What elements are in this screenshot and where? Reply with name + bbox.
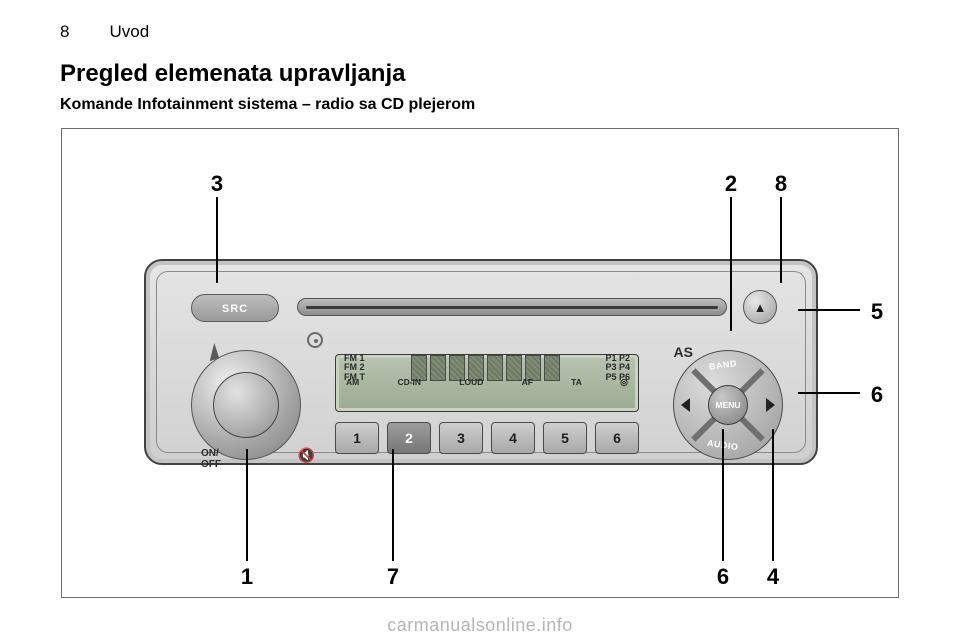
segment-digit xyxy=(544,355,560,381)
power-push-button[interactable] xyxy=(213,372,279,438)
display-cdin: CD-IN xyxy=(397,377,421,388)
callout-number: 8 xyxy=(771,171,791,197)
compact-disc-logo xyxy=(307,332,323,348)
callout-line xyxy=(798,309,860,311)
callout-number: 3 xyxy=(207,171,227,197)
section-title: Pregled elemenata upravljanja xyxy=(60,60,900,88)
preset-button-3[interactable]: 3 xyxy=(439,422,483,454)
callout-number: 5 xyxy=(867,299,887,325)
callout-number: 1 xyxy=(237,564,257,590)
display-loud: LOUD xyxy=(459,377,483,388)
display-am: AM xyxy=(346,377,359,388)
disc-icon xyxy=(307,332,323,348)
page-root: 8 Uvod Pregled elemenata upravljanja Kom… xyxy=(0,0,960,598)
callout-line xyxy=(216,197,218,283)
page-number: 8 xyxy=(60,22,69,42)
preset-row: 1 2 3 4 5 6 xyxy=(335,422,639,454)
preset-button-5[interactable]: 5 xyxy=(543,422,587,454)
callout-line xyxy=(772,429,774,561)
callout-number: 2 xyxy=(721,171,741,197)
callout-line xyxy=(392,449,394,561)
callout-number: 6 xyxy=(713,564,733,590)
segment-digit xyxy=(506,355,522,381)
callout-line xyxy=(730,197,732,331)
cd-slot[interactable] xyxy=(297,298,727,316)
mute-icon: 🔇 xyxy=(298,447,315,464)
preset-button-6[interactable]: 6 xyxy=(595,422,639,454)
display-segments xyxy=(396,355,574,381)
page-header: 8 Uvod xyxy=(60,22,900,42)
radio-faceplate: SRC ▲ AS ON/ OFF 🔇 xyxy=(156,271,806,453)
callout-line xyxy=(722,429,724,561)
on-off-label: ON/ OFF xyxy=(201,449,221,470)
segment-digit xyxy=(487,355,503,381)
chapter-name: Uvod xyxy=(109,22,149,42)
preset-button-1[interactable]: 1 xyxy=(335,422,379,454)
callout-line xyxy=(780,197,782,283)
callout-number: 7 xyxy=(383,564,403,590)
callout-line xyxy=(246,449,248,561)
right-arrow-button[interactable] xyxy=(766,398,775,412)
menu-button[interactable]: MENU xyxy=(708,385,748,425)
eject-icon: ▲ xyxy=(754,300,767,315)
radio-unit: SRC ▲ AS ON/ OFF 🔇 xyxy=(144,259,818,465)
display-ta: TA xyxy=(571,377,582,388)
menu-dpad: BAND AUDIO MENU xyxy=(673,350,783,460)
callout-number: 6 xyxy=(867,382,887,408)
segment-digit xyxy=(430,355,446,381)
callout-line xyxy=(798,392,860,394)
watermark-text: carmanualsonline.info xyxy=(387,615,573,636)
callout-number: 4 xyxy=(763,564,783,590)
lcd-display: FM 1 FM 2 FM T xyxy=(335,354,639,412)
eject-button[interactable]: ▲ xyxy=(743,290,777,324)
section-subtitle: Komande Infotainment sistema – radio sa … xyxy=(60,96,900,114)
display-af: AF xyxy=(522,377,533,388)
left-arrow-button[interactable] xyxy=(681,398,690,412)
diagram-frame: SRC ▲ AS ON/ OFF 🔇 xyxy=(61,128,899,598)
preset-button-4[interactable]: 4 xyxy=(491,422,535,454)
display-cd-icon: ◎ xyxy=(620,377,628,388)
src-button[interactable]: SRC xyxy=(191,294,279,322)
